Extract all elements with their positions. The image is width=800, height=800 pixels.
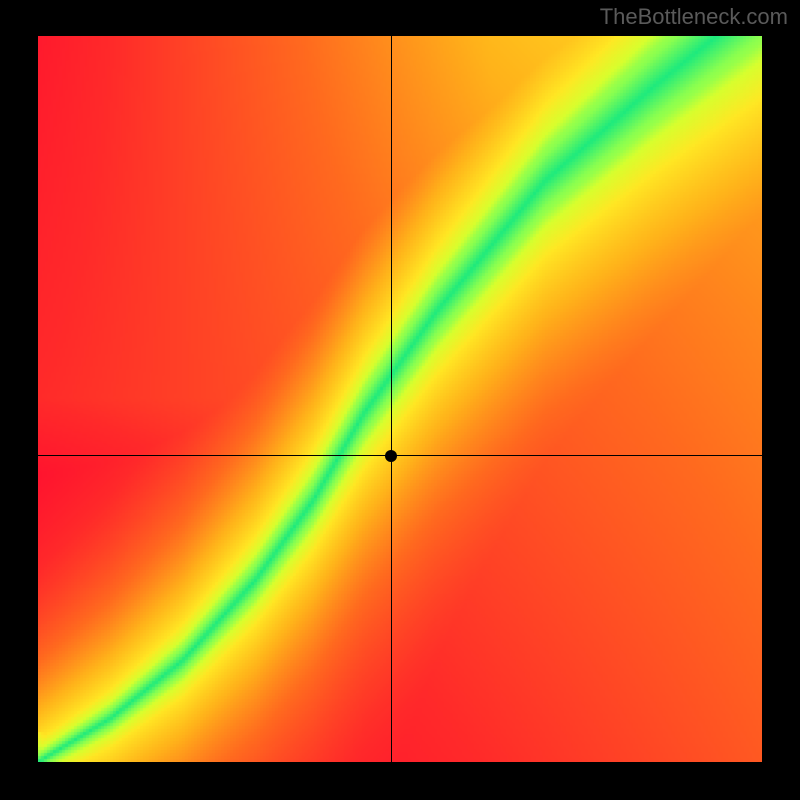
crosshair-vertical xyxy=(391,36,392,762)
chart-container: TheBottleneck.com xyxy=(0,0,800,800)
marker-dot xyxy=(385,450,397,462)
watermark-text: TheBottleneck.com xyxy=(600,4,788,30)
heatmap-canvas xyxy=(38,36,762,762)
crosshair-horizontal xyxy=(38,455,762,456)
